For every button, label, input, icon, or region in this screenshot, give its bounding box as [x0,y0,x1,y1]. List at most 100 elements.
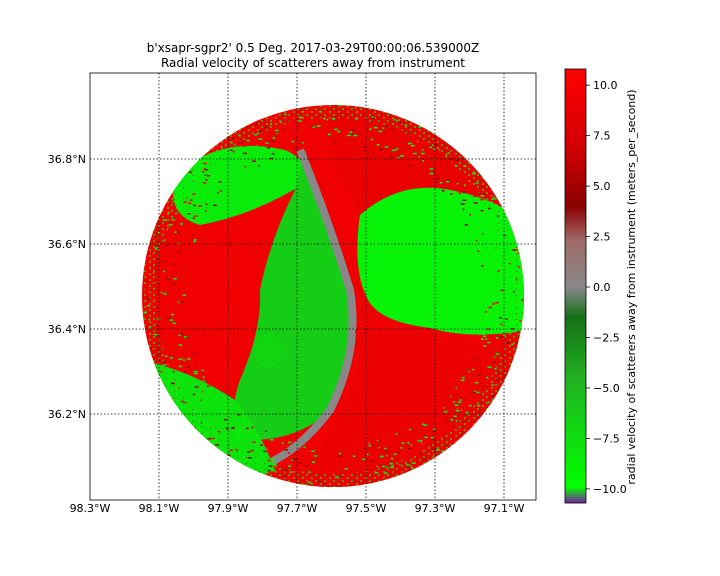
speckle-cell [181,407,186,409]
speckle-cell [193,370,198,373]
speckle-cell [305,136,308,138]
speckle-cell [450,193,453,195]
speckle-cell [486,290,489,292]
speckle-cell [260,444,263,446]
speckle-cell [448,152,451,154]
speckle-cell [164,342,166,345]
speckle-cell [178,317,180,320]
speckle-cell [190,199,193,201]
speckle-cell [459,399,462,401]
speckle-cell [472,368,475,371]
speckle-cell [194,215,199,217]
speckle-cell [314,455,318,457]
speckle-cell [190,419,193,421]
speckle-cell [486,247,488,249]
speckle-cell [178,242,181,245]
speckle-cell [290,458,293,460]
speckle-cell [215,176,217,178]
speckle-cell [441,171,445,173]
speckle-cell [406,464,410,466]
speckle-cell [239,153,241,156]
speckle-cell [173,387,177,389]
speckle-cell [476,239,478,242]
speckle-cell [422,149,424,151]
speckle-cell [231,137,236,140]
speckle-cell [272,140,276,142]
speckle-cell [201,369,204,372]
speckle-cell [483,299,486,302]
speckle-cell [491,198,495,200]
speckle-cell [513,244,518,246]
speckle-cell [495,247,497,249]
speckle-cell [353,134,358,137]
speckle-cell [483,193,485,196]
speckle-cell [420,439,423,442]
speckle-cell [244,166,247,168]
speckle-cell [514,338,516,340]
speckle-cell [248,459,252,461]
speckle-cell [159,298,163,301]
speckle-cell [375,472,379,474]
speckle-cell [493,306,495,309]
speckle-cell [178,301,180,303]
speckle-cell [303,446,306,448]
speckle-cell [287,119,290,122]
speckle-cell [271,153,275,155]
speckle-cell [271,458,275,460]
speckle-cell [201,429,203,431]
speckle-cell [166,228,169,230]
speckle-cell [389,463,393,465]
speckle-cell [150,347,153,350]
speckle-cell [411,467,414,469]
speckle-cell [231,427,235,429]
speckle-cell [250,449,254,452]
speckle-cell [201,372,203,374]
speckle-cell [182,292,185,294]
speckle-cell [319,110,322,113]
speckle-cell [404,124,408,127]
speckle-cell [226,154,229,157]
speckle-cell [196,361,200,363]
speckle-cell [167,317,171,320]
speckle-cell [481,186,484,188]
speckle-cell [149,268,153,271]
speckle-cell [172,263,175,266]
speckle-cell [432,430,436,432]
speckle-cell [184,401,187,404]
speckle-cell [162,219,167,221]
speckle-cell [475,373,477,376]
speckle-cell [474,381,479,384]
speckle-cell [400,130,404,133]
speckle-cell [456,408,458,410]
speckle-cell [316,471,319,473]
speckle-cell [163,293,167,295]
speckle-cell [493,356,496,358]
speckle-cell [238,141,242,144]
speckle-cell [463,184,466,186]
speckle-cell [253,123,255,125]
speckle-cell [471,393,475,395]
speckle-cell [488,306,492,309]
speckle-cell [504,335,507,338]
speckle-cell [400,447,403,449]
speckle-cell [245,134,247,136]
region-inbound-east [357,187,524,335]
speckle-cell [272,137,276,139]
speckle-cell [235,438,239,441]
speckle-cell [193,216,195,219]
speckle-cell [291,140,295,143]
speckle-cell [496,337,499,339]
speckle-cell [397,157,400,159]
colorbar-tick-label: 0.0 [593,281,611,294]
speckle-cell [229,449,233,451]
speckle-cell [269,123,273,125]
speckle-cell [486,376,489,379]
speckle-cell [507,280,511,282]
speckle-cell [456,183,459,185]
speckle-cell [150,244,155,246]
speckle-cell [302,142,304,144]
colorbar-label: radial velocity of scatterers away from … [625,89,638,484]
speckle-cell [477,177,482,179]
speckle-cell [284,449,288,451]
speckle-cell [379,148,383,151]
